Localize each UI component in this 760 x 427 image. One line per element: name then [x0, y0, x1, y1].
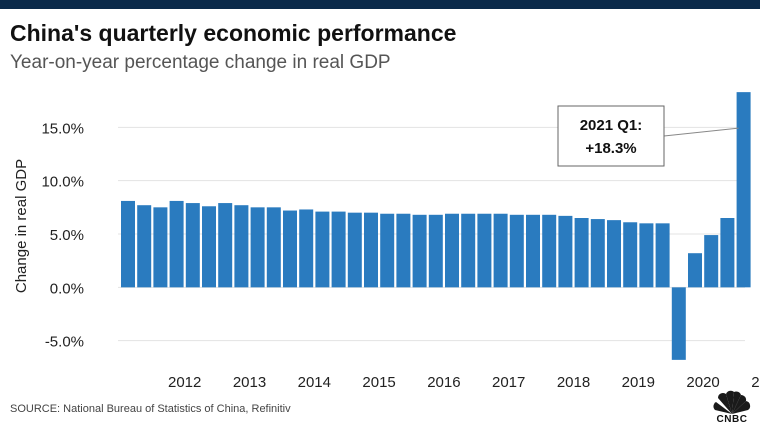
bar-2017-q4: [526, 214, 540, 288]
x-tick-label: 2020: [686, 374, 719, 391]
peacock-icon: [713, 390, 751, 414]
y-tick-label: 10.0%: [41, 174, 84, 191]
bar-2014-q4: [331, 211, 346, 288]
cnbc-logo-text: CNBC: [716, 414, 748, 425]
annotation-value: +18.3%: [585, 140, 636, 157]
bar-2018-q1: [542, 214, 557, 288]
bar-2016-q2: [428, 214, 443, 288]
bar-2020-q2: [688, 253, 702, 288]
bar-2011-q4: [137, 205, 152, 288]
gdp-bar-chart: -5.0% 0.0% 5.0% 10.0% 15.0% Change in real GD…: [13, 92, 760, 391]
x-tick-label: 2015: [362, 374, 395, 391]
bar-2019-q3: [639, 223, 654, 288]
bar-2012-q4: [202, 206, 216, 288]
y-tick-label: 15.0%: [41, 120, 84, 137]
bar-2013-q4: [266, 207, 281, 288]
bar-2013-q2: [234, 205, 249, 288]
x-tick-label: 2013: [233, 374, 266, 391]
bar-2019-q4: [655, 223, 670, 288]
x-tick-label: 2017: [492, 374, 525, 391]
bar-2012-q2: [169, 200, 184, 288]
bar-2017-q3: [509, 214, 524, 288]
x-tick-label: 2012: [168, 374, 201, 391]
bar-2018-q3: [574, 218, 589, 288]
bar-2014-q3: [315, 211, 330, 288]
bar-2018-q2: [558, 215, 573, 288]
x-tick-label: 2019: [622, 374, 655, 391]
x-tick-label: 2021: [751, 374, 760, 391]
bar-2014-q1: [283, 210, 297, 288]
y-tick-label: 5.0%: [50, 227, 84, 244]
bar-2015-q1: [347, 212, 362, 288]
top-accent-bar: [0, 0, 760, 9]
bar-2021-q1: [736, 92, 751, 288]
bar-2016-q1: [412, 214, 427, 288]
bar-2015-q4: [396, 213, 411, 288]
x-tick-label: 2018: [557, 374, 590, 391]
bar-2020-q1: [671, 287, 686, 360]
bar-2012-q1: [153, 207, 168, 288]
bar-2020-q3: [704, 235, 719, 288]
bar-2018-q4: [590, 219, 605, 288]
chart-subtitle: Year-on-year percentage change in real G…: [10, 52, 391, 73]
bar-2016-q4: [461, 213, 476, 288]
bar-2020-q4: [720, 218, 735, 288]
bar-2013-q3: [250, 207, 265, 288]
y-axis-title: Change in real GDP: [13, 159, 30, 293]
annotation-box: [557, 105, 665, 167]
bar-2015-q2: [364, 212, 378, 288]
cnbc-logo: CNBC: [704, 390, 760, 427]
bar-2013-q1: [218, 203, 233, 288]
bar-2017-q2: [493, 213, 508, 288]
y-tick-label: 0.0%: [50, 280, 84, 297]
bar-2017-q1: [477, 213, 492, 288]
chart-title: China's quarterly economic performance: [10, 20, 457, 46]
bar-2016-q3: [445, 213, 459, 288]
annotation-leader-line: [663, 127, 739, 137]
bar-2015-q3: [380, 213, 395, 288]
y-tick-label: -5.0%: [45, 334, 84, 351]
annotation-label: 2021 Q1:: [580, 117, 643, 134]
bar-2014-q2: [299, 209, 314, 288]
bar-2012-q3: [185, 203, 200, 288]
bar-2019-q2: [623, 222, 638, 288]
bar-2019-q1: [607, 220, 621, 288]
x-tick-label: 2014: [298, 374, 331, 391]
x-tick-label: 2016: [427, 374, 460, 391]
bar-2011-q3: [121, 200, 135, 288]
source-note: SOURCE: National Bureau of Statistics of…: [10, 403, 291, 415]
